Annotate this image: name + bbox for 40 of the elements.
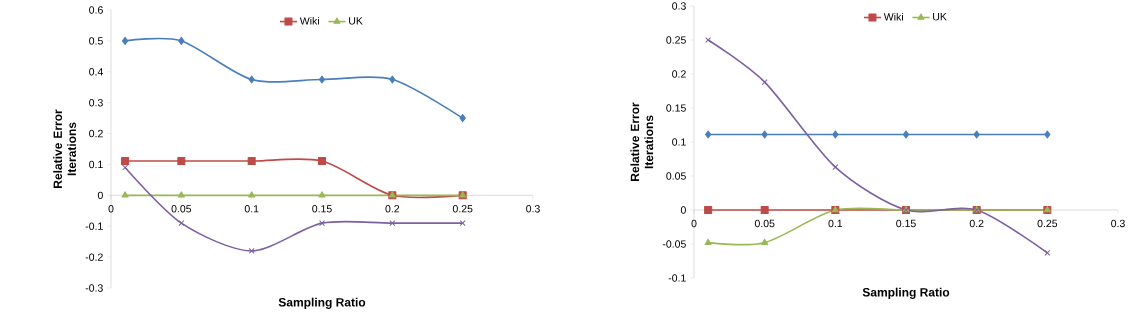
legend-label: Wiki — [299, 16, 319, 25]
y-tick-label: 0.2 — [89, 129, 103, 138]
x-tick-label: 0.1 — [244, 205, 259, 213]
y-tick-label: 0.6 — [89, 6, 103, 14]
y-tick-label: 0.15 — [666, 104, 686, 112]
y-tick-label: 0 — [97, 191, 103, 200]
x-tick-label: 0.05 — [754, 219, 775, 228]
y-tick-label: 0.05 — [666, 172, 686, 180]
x-tick-label: 0.15 — [896, 219, 916, 228]
y-axis-title: Relative Error Iterations — [53, 109, 77, 188]
y-tick-label: 0.3 — [672, 2, 686, 10]
x-axis-title: Sampling Ratio — [862, 287, 950, 299]
x-tick-label: 0.05 — [171, 205, 192, 213]
x-tick-label: 0.3 — [1111, 219, 1125, 228]
x-tick-label: 0.25 — [1037, 219, 1058, 228]
x-tick-label: 0.3 — [526, 205, 540, 213]
y-tick-label: 0.2 — [672, 70, 686, 78]
x-tick-label: 0 — [108, 205, 114, 213]
x-tick-label: 0.2 — [385, 205, 400, 213]
legend-label: Wiki — [883, 12, 903, 21]
x-axis-title: Sampling Ratio — [278, 297, 366, 309]
x-tick-label: 0.2 — [969, 219, 984, 228]
y-axis-title: Relative Error Iterations — [630, 102, 654, 181]
legend-label: UK — [349, 17, 363, 25]
x-tick-label: 0.25 — [452, 205, 473, 213]
x-tick-label: 0 — [691, 219, 697, 228]
legend-label: UK — [933, 13, 947, 21]
y-tick-label: 0.25 — [666, 36, 686, 44]
y-tick-label: 0.5 — [89, 37, 103, 45]
y-tick-label: 0.4 — [89, 68, 103, 76]
y-tick-label: 0.1 — [672, 138, 686, 146]
y-tick-label: -0.1 — [85, 222, 103, 230]
y-tick-label: -0.1 — [668, 274, 686, 282]
y-tick-label: 0.1 — [89, 160, 103, 169]
y-tick-label: -0.2 — [85, 253, 103, 261]
y-tick-label: -0.3 — [85, 284, 103, 292]
y-tick-label: -0.05 — [662, 240, 686, 248]
x-tick-label: 0.1 — [828, 219, 843, 228]
y-tick-label: 0.3 — [89, 98, 103, 107]
x-tick-label: 0.15 — [312, 205, 332, 213]
